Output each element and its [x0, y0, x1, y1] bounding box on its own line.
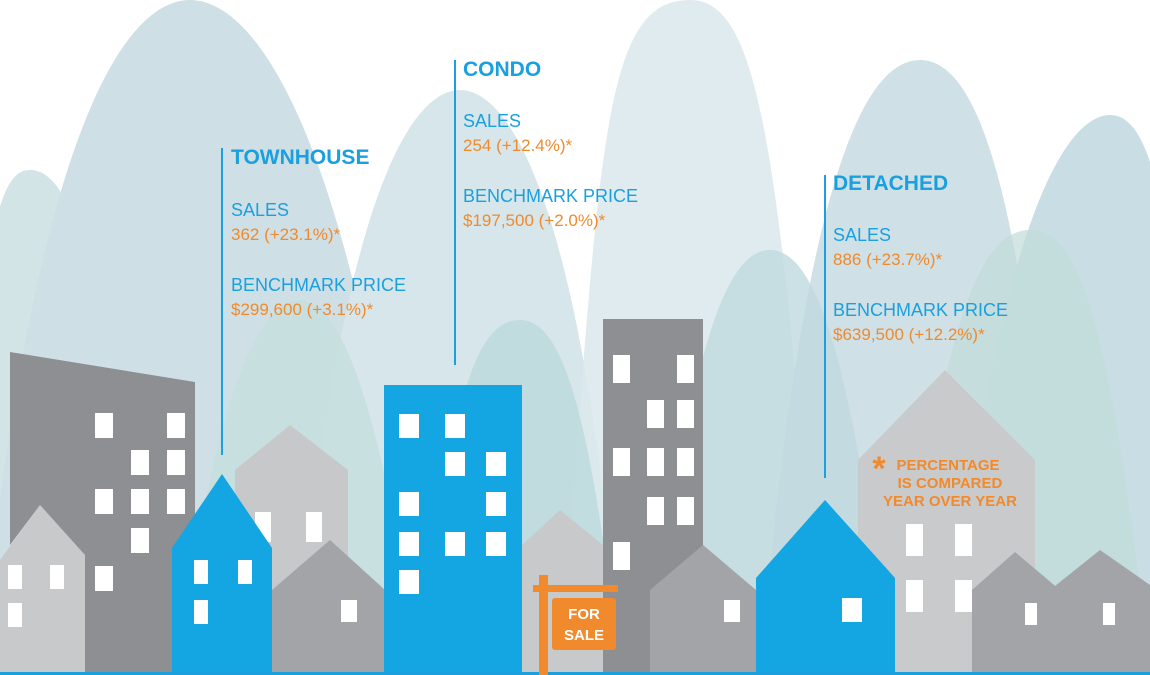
sign-text: SALE: [564, 627, 604, 644]
price-value: $639,500 (+12.2%)*: [833, 325, 985, 344]
price-value: $299,600 (+3.1%)*: [231, 300, 374, 319]
footnote-marker: *: [872, 450, 886, 488]
footnote-text: IS COMPARED: [898, 475, 1003, 492]
buildings: [0, 319, 1150, 675]
for-sale-sign: FOR SALE: [533, 575, 618, 675]
detached-stats: DETACHED SALES 886 (+23.7%)* BENCHMARK P…: [833, 172, 1008, 344]
sales-value: 886 (+23.7%)*: [833, 250, 943, 269]
price-label: BENCHMARK PRICE: [231, 275, 406, 295]
footnote-text: YEAR OVER YEAR: [883, 493, 1017, 510]
footnote: * PERCENTAGE IS COMPARED YEAR OVER YEAR: [872, 450, 1017, 510]
condo-stats: CONDO SALES 254 (+12.4%)* BENCHMARK PRIC…: [463, 58, 638, 230]
leader-lines: [221, 60, 826, 478]
section-title: DETACHED: [833, 172, 948, 195]
sales-value: 254 (+12.4%)*: [463, 136, 573, 155]
price-label: BENCHMARK PRICE: [463, 186, 638, 206]
sales-label: SALES: [231, 200, 289, 220]
sign-text: FOR: [568, 606, 600, 623]
townhouse-stats: TOWNHOUSE SALES 362 (+23.1%)* BENCHMARK …: [231, 146, 406, 319]
section-title: TOWNHOUSE: [231, 146, 369, 169]
sales-label: SALES: [833, 225, 891, 245]
price-value: $197,500 (+2.0%)*: [463, 211, 606, 230]
price-label: BENCHMARK PRICE: [833, 300, 1008, 320]
footnote-text: PERCENTAGE: [896, 457, 999, 474]
section-title: CONDO: [463, 58, 541, 81]
sales-value: 362 (+23.1%)*: [231, 225, 341, 244]
sales-label: SALES: [463, 111, 521, 131]
